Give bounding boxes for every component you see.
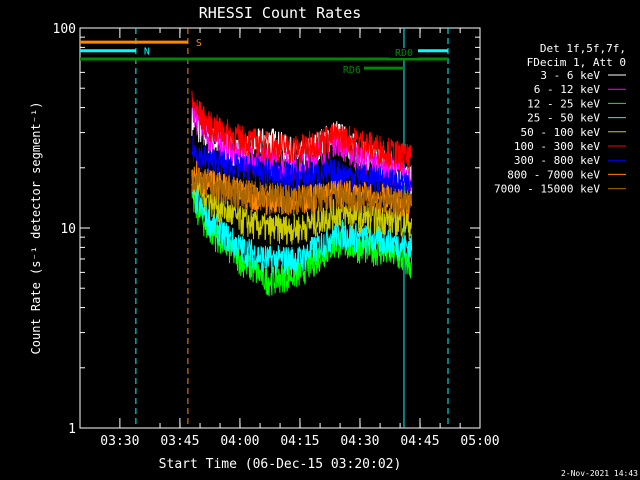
series-line [191, 169, 413, 245]
y-tick-label: 10 [60, 222, 76, 237]
x-tick-label: 04:00 [220, 434, 259, 449]
flag-label-rd6: RD6 [343, 65, 361, 76]
legend-label: 6 - 12 keV [534, 83, 601, 96]
plot-area: 1 10 100 03:30 03:45 04:00 04:15 04:30 04:45 05:0… [53, 22, 500, 449]
y-axis-label: Count Rate (s⁻¹ detector segment⁻¹) [29, 102, 43, 355]
legend-label: 7000 - 15000 keV [494, 183, 600, 196]
legend-label: 12 - 25 keV [527, 97, 600, 110]
chart-title: RHESSI Count Rates [199, 4, 362, 22]
legend-label: 50 - 100 keV [521, 126, 601, 139]
legend-header: FDecim 1, Att 0 [527, 56, 626, 69]
legend-header: Det 1f,5f,7f, [540, 42, 626, 55]
x-axis-label: Start Time (06-Dec-15 03:20:02) [159, 457, 402, 472]
legend-label: 25 - 50 keV [527, 112, 600, 125]
x-tick-label: 04:30 [340, 434, 379, 449]
legend-label: 3 - 6 keV [540, 69, 600, 82]
legend-label: 300 - 800 keV [514, 154, 600, 167]
x-tick-label: 05:00 [460, 434, 499, 449]
x-tick-label: 03:30 [100, 434, 139, 449]
series-line [191, 90, 413, 175]
y-tick-label: 1 [68, 422, 76, 437]
flag-label-n: N [144, 47, 150, 58]
legend-label: 800 - 7000 keV [507, 168, 600, 181]
flag-label-s: S [196, 38, 202, 49]
y-tick-label: 100 [53, 22, 76, 37]
timestamp: 2-Nov-2021 14:43 [561, 469, 638, 478]
series-line [191, 182, 413, 276]
series-line [191, 99, 413, 192]
series-line [191, 135, 413, 200]
flag-label-bg [389, 47, 418, 58]
x-tick-label: 03:45 [160, 434, 199, 449]
x-tick-label: 04:45 [400, 434, 439, 449]
x-tick-label: 04:15 [280, 434, 319, 449]
flag-label-rd0: RD0 [395, 48, 413, 59]
legend-label: 100 - 300 keV [514, 140, 600, 153]
series-line [191, 167, 413, 219]
